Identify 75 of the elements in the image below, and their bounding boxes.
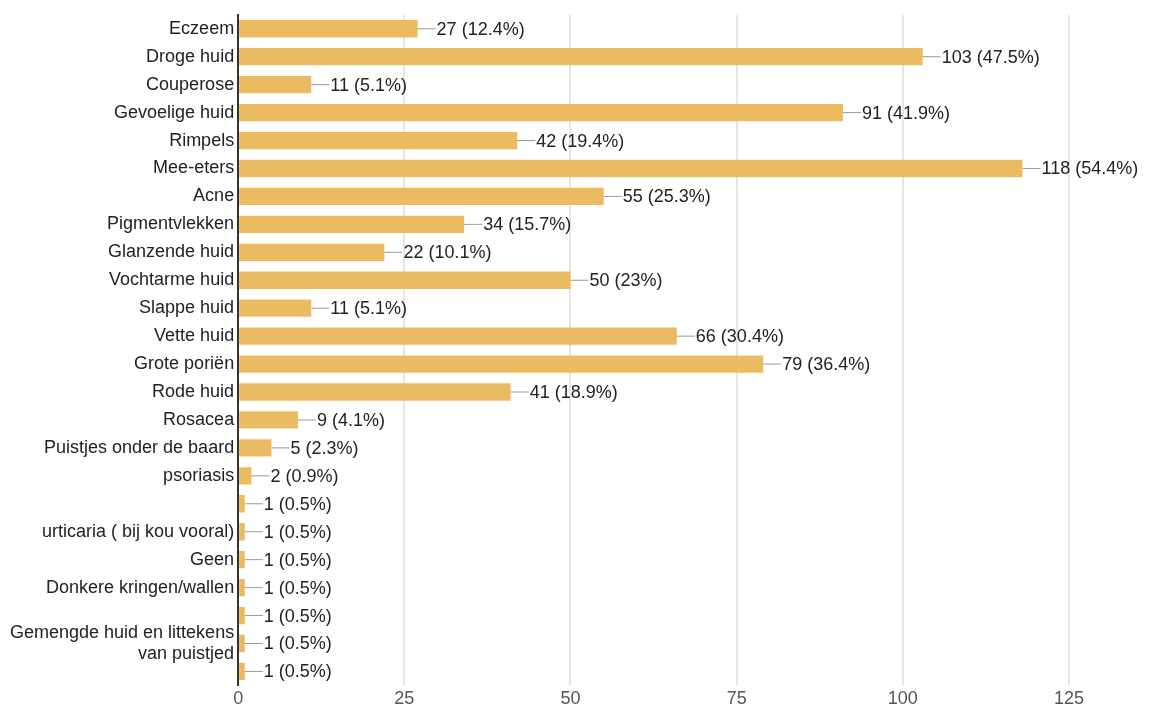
data-label: 66 (30.4%) xyxy=(695,326,784,347)
data-label: 42 (19.4%) xyxy=(536,130,625,151)
data-label: 22 (10.1%) xyxy=(403,242,492,263)
y-tick-label: Donkere kringen/wallen xyxy=(46,576,235,597)
data-label: 2 (0.9%) xyxy=(270,465,339,486)
data-label: 103 (47.5%) xyxy=(941,46,1040,67)
data-label: 91 (41.9%) xyxy=(862,102,951,123)
data-label: 79 (36.4%) xyxy=(782,354,871,375)
y-tick-label: Pigmentvlekken xyxy=(107,213,235,234)
data-label: 55 (25.3%) xyxy=(622,186,711,207)
y-tick-label: Gevoelige huid xyxy=(114,101,235,122)
y-tick-label: Droge huid xyxy=(146,45,235,66)
bar xyxy=(239,383,511,401)
bar xyxy=(239,48,923,66)
x-tick-label: 75 xyxy=(726,688,747,709)
y-tick-label: psoriasis xyxy=(163,464,235,485)
y-tick-label: urticaria ( bij kou vooral) xyxy=(42,520,235,541)
y-tick-label: Acne xyxy=(193,185,235,206)
data-label: 9 (4.1%) xyxy=(316,409,385,430)
data-label: 118 (54.4%) xyxy=(1041,158,1139,179)
x-tick-label: 25 xyxy=(394,688,415,709)
y-tick-label: Puistjes onder de baard xyxy=(44,436,235,457)
data-label: 41 (18.9%) xyxy=(529,381,618,402)
data-label: 50 (23%) xyxy=(589,270,663,291)
data-label: 11 (5.1%) xyxy=(330,298,407,319)
data-label: 1 (0.5%) xyxy=(263,605,332,626)
data-label: 11 (5.1%) xyxy=(330,74,407,95)
bar xyxy=(239,243,385,261)
x-tick-label: 125 xyxy=(1053,688,1085,709)
bar xyxy=(239,131,518,150)
bar xyxy=(239,606,245,625)
y-tick-label: Eczeem xyxy=(169,17,235,38)
x-tick-label: 50 xyxy=(560,688,581,709)
bar xyxy=(239,299,312,317)
y-tick-label: Couperose xyxy=(146,73,235,94)
bar xyxy=(239,523,245,541)
y-tick-label: Vochtarme huid xyxy=(109,269,235,290)
bar xyxy=(239,327,677,345)
bar xyxy=(239,355,764,373)
bar xyxy=(239,411,298,429)
data-label: 1 (0.5%) xyxy=(263,521,332,542)
bar xyxy=(239,187,604,206)
bar xyxy=(239,75,312,94)
y-tick-label: Slappe huid xyxy=(139,297,235,318)
data-label: 27 (12.4%) xyxy=(436,18,525,39)
data-label: 1 (0.5%) xyxy=(263,549,332,570)
bar xyxy=(239,20,418,38)
data-label: 1 (0.5%) xyxy=(263,633,332,654)
y-tick-label: Rode huid xyxy=(152,380,235,401)
bar xyxy=(239,215,465,234)
bar xyxy=(239,159,1023,178)
bar xyxy=(239,551,245,569)
data-label: 1 (0.5%) xyxy=(263,577,332,598)
y-tick-label: Glanzende huid xyxy=(108,241,235,262)
data-label: 1 (0.5%) xyxy=(263,493,332,514)
bar xyxy=(239,662,245,681)
y-tick-label: Gemengde huid en littekens van puistjed xyxy=(9,621,235,664)
bar xyxy=(239,495,245,513)
y-tick-label: Grote poriën xyxy=(134,353,235,374)
y-tick-label: Mee-eters xyxy=(153,157,235,178)
y-tick-label: Rosacea xyxy=(163,408,236,429)
bar xyxy=(239,467,252,485)
x-tick-label: 0 xyxy=(233,688,244,709)
y-tick-label: Vette huid xyxy=(154,325,235,346)
data-label: 5 (2.3%) xyxy=(290,437,359,458)
bar xyxy=(239,634,245,653)
data-label: 34 (15.7%) xyxy=(483,214,572,235)
y-tick-label: Geen xyxy=(190,548,235,569)
bar xyxy=(239,439,272,457)
bar xyxy=(239,103,844,122)
bar xyxy=(239,271,571,289)
x-tick-label: 100 xyxy=(887,688,918,709)
data-label: 1 (0.5%) xyxy=(263,661,332,682)
y-tick-label: Rimpels xyxy=(169,129,235,150)
bar xyxy=(239,578,245,597)
